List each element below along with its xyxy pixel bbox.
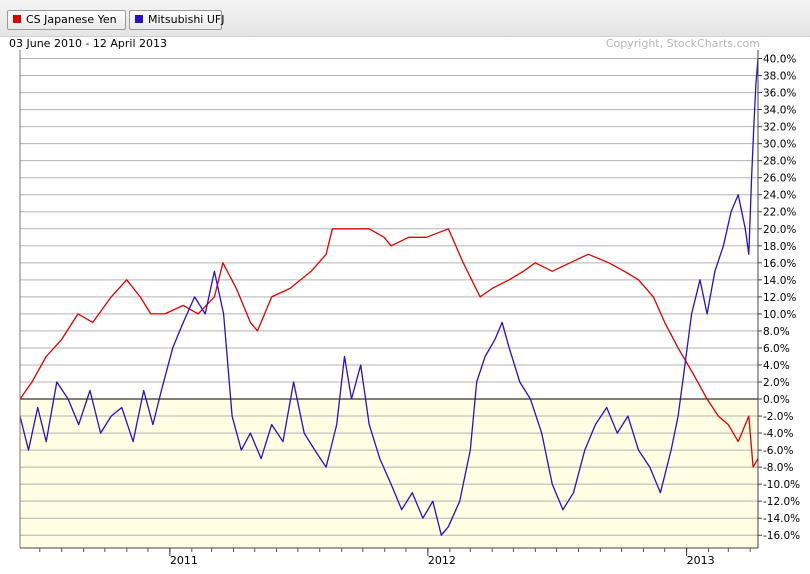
plot-area-negative — [20, 399, 758, 548]
y-tick-label: 38.0% — [763, 71, 796, 83]
legend-item-cs-japanese-yen[interactable]: CS Japanese Yen — [7, 10, 126, 30]
date-range-label: 03 June 2010 - 12 April 2013 — [9, 37, 168, 50]
y-tick-label: -10.0% — [763, 479, 800, 491]
y-tick-label: 8.0% — [763, 326, 790, 338]
y-tick-label: 18.0% — [763, 241, 796, 253]
y-tick-label: -12.0% — [763, 496, 800, 508]
y-tick-label: -16.0% — [763, 530, 800, 542]
series-line-cs-japanese-yen — [19, 228, 759, 468]
y-tick-label: 0.0% — [763, 394, 790, 406]
series-line-mitsubishi-ufj — [19, 58, 759, 536]
y-axis: 40.0% 38.0% 36.0% 34.0% 32.0% 30.0% 28.0% 26.0%… — [758, 54, 800, 542]
y-tick-label: 34.0% — [763, 105, 796, 117]
y-tick-label: -14.0% — [763, 513, 800, 525]
copyright-label: Copyright, StockCharts.com — [605, 37, 760, 50]
x-axis: 2011 2012 2013 — [39, 548, 751, 567]
y-tick-label: 10.0% — [763, 309, 796, 321]
x-tick-label: 2012 — [428, 554, 456, 567]
plot-background — [20, 50, 758, 548]
y-tick-label: 26.0% — [763, 173, 796, 185]
y-tick-label: 28.0% — [763, 156, 796, 168]
y-tick-label: 40.0% — [763, 54, 796, 66]
plot-frame — [19, 50, 759, 549]
legend-swatch-mitsubishi-ufj — [135, 15, 143, 23]
legend-item-mitsubishi-ufj[interactable]: Mitsubishi UFJ — [129, 10, 225, 30]
y-tick-label: -2.0% — [763, 411, 793, 423]
legend-label-mitsubishi-ufj: Mitsubishi UFJ — [148, 13, 225, 26]
x-tick-label: 2013 — [687, 554, 715, 567]
legend-swatch-cs-japanese-yen — [13, 15, 21, 23]
y-tick-label: 12.0% — [763, 292, 796, 304]
y-tick-label: -6.0% — [763, 445, 793, 457]
y-tick-label: 2.0% — [763, 377, 790, 389]
y-tick-label: 30.0% — [763, 139, 796, 151]
y-tick-label: 22.0% — [763, 207, 796, 219]
x-tick-label: 2011 — [170, 554, 198, 567]
y-tick-label: 36.0% — [763, 88, 796, 100]
plot-area-positive — [20, 50, 758, 400]
y-tick-label: -8.0% — [763, 462, 793, 474]
y-tick-label: 24.0% — [763, 190, 796, 202]
gridlines — [20, 58, 758, 536]
legend-bar: CS Japanese Yen Mitsubishi UFJ — [0, 0, 810, 37]
y-tick-label: 14.0% — [763, 275, 796, 287]
y-tick-label: 4.0% — [763, 360, 790, 372]
y-tick-label: -4.0% — [763, 428, 793, 440]
y-tick-label: 16.0% — [763, 258, 796, 270]
y-tick-label: 6.0% — [763, 343, 790, 355]
y-tick-label: 32.0% — [763, 122, 796, 134]
legend-label-cs-japanese-yen: CS Japanese Yen — [26, 13, 117, 26]
series-lines — [19, 58, 759, 536]
y-tick-label: 20.0% — [763, 224, 796, 236]
